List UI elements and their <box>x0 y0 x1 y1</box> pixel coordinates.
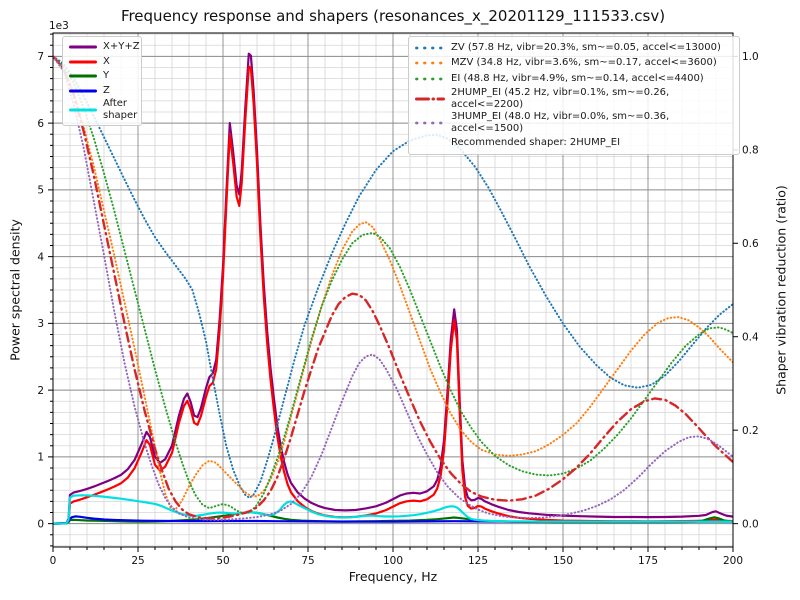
x-tick-label: 50 <box>216 555 229 567</box>
series-2hump-ei <box>53 55 733 520</box>
legend-item: X+Y+Z <box>69 40 140 55</box>
chart-title: Frequency response and shapers (resonanc… <box>120 7 666 25</box>
legend-item-label: EI (48.8 Hz, vibr=4.9%, sm~=0.14, accel<… <box>451 72 704 84</box>
legend-item: 3HUMP_EI (48.0 Hz, vibr=0.0%, sm~=0.36, … <box>415 111 733 135</box>
legend-item-label: MZV (34.8 Hz, vibr=3.6%, sm~=0.17, accel… <box>451 57 717 69</box>
ticks <box>48 33 738 552</box>
legend-note-spacer <box>415 138 445 148</box>
series-ei <box>53 55 733 515</box>
legend-item: After shaper <box>69 98 138 122</box>
series-mzv <box>53 55 733 511</box>
legend-item: MZV (34.8 Hz, vibr=3.6%, sm~=0.17, accel… <box>415 56 733 72</box>
legend-item: Y <box>69 69 135 84</box>
y-axis-offset-label: 1e3 <box>49 20 69 32</box>
x-tick-label: 0 <box>50 555 57 567</box>
tick-labels: 0 25 50 75 100 125 150 175 200 0 1 2 3 4 5 6 7 0.0 0.2 0.4 0… <box>37 51 759 567</box>
legend-item-label: 3HUMP_EI (48.0 Hz, vibr=0.0%, sm~=0.36, … <box>451 111 670 135</box>
y-left-tick-label: 3 <box>37 318 44 330</box>
x-tick-label: 125 <box>468 555 488 567</box>
y-right-tick-label: 0.2 <box>742 425 759 437</box>
x-tick-label: 25 <box>131 555 144 567</box>
legend-line-sample-x <box>69 57 97 67</box>
y-axis-left-label: Power spectral density <box>7 219 23 361</box>
grid-minor <box>53 33 733 547</box>
grid-major <box>52 33 734 547</box>
legend-right: ZV (57.8 Hz, vibr=20.3%, sm~=0.05, accel… <box>408 36 740 156</box>
x-tick-label: 200 <box>723 555 743 567</box>
legend-item: 2HUMP_EI (45.2 Hz, vibr=0.1%, sm~=0.26, … <box>415 87 733 111</box>
y-right-tick-label: 0.6 <box>742 238 759 250</box>
y-left-tick-label: 4 <box>37 251 44 263</box>
y-right-tick-label: 0.8 <box>742 145 759 157</box>
legend-item-label: X <box>103 55 110 67</box>
y-right-tick-label: 0.0 <box>742 518 759 530</box>
legend-item: ZV (57.8 Hz, vibr=20.3%, sm~=0.05, accel… <box>415 40 733 56</box>
legend-line-sample-3hump-ei <box>415 118 445 128</box>
y-left-tick-label: 6 <box>37 118 44 130</box>
legend-line-sample-zv <box>415 43 445 53</box>
legend-line-sample-xyz <box>69 42 97 52</box>
series-after-shaper <box>53 494 733 525</box>
x-tick-label: 150 <box>553 555 573 567</box>
y-left-tick-label: 2 <box>37 385 44 397</box>
legend-item-label: 2HUMP_EI (45.2 Hz, vibr=0.1%, sm~=0.26, … <box>451 86 670 110</box>
legend-line-sample-ei <box>415 74 445 84</box>
legend-line-sample-z <box>69 86 97 96</box>
legend-item-label: Z <box>103 84 110 96</box>
legend-item-label: Y <box>103 70 110 82</box>
legend-left: X+Y+Z X Y Z After shaper <box>62 36 142 127</box>
legend-item: Z <box>69 84 135 99</box>
y-right-tick-label: 0.4 <box>742 332 759 344</box>
y-left-tick-label: 7 <box>37 51 44 63</box>
legend-line-sample-after-shaper <box>69 105 97 115</box>
y-left-tick-label: 5 <box>37 185 44 197</box>
x-tick-label: 75 <box>301 555 314 567</box>
y-left-tick-label: 1 <box>37 452 44 464</box>
y-right-tick-label: 1.0 <box>742 51 759 63</box>
legend-item: X <box>69 55 135 70</box>
legend-item-label: X+Y+Z <box>103 41 140 53</box>
series-zv <box>53 55 733 499</box>
series-x-y-z <box>53 52 733 525</box>
legend-line-sample-y <box>69 71 97 81</box>
legend-line-sample-mzv <box>415 58 445 68</box>
x-axis-label: Frequency, Hz <box>348 569 438 584</box>
y-axis-right-label: Shaper vibration reduction (ratio) <box>773 185 789 395</box>
y-left-tick-label: 0 <box>37 518 44 530</box>
legend-note-label: Recommended shaper: 2HUMP_EI <box>451 137 621 149</box>
x-tick-label: 175 <box>638 555 658 567</box>
series-3hump-ei <box>53 55 733 521</box>
legend-note: Recommended shaper: 2HUMP_EI <box>415 136 733 152</box>
x-tick-label: 100 <box>383 555 403 567</box>
legend-item: EI (48.8 Hz, vibr=4.9%, sm~=0.14, accel<… <box>415 71 733 87</box>
legend-item-label: After shaper <box>103 98 138 122</box>
legend-line-sample-2hump-ei <box>415 94 445 104</box>
legend-item-label: ZV (57.8 Hz, vibr=20.3%, sm~=0.05, accel… <box>451 41 721 53</box>
